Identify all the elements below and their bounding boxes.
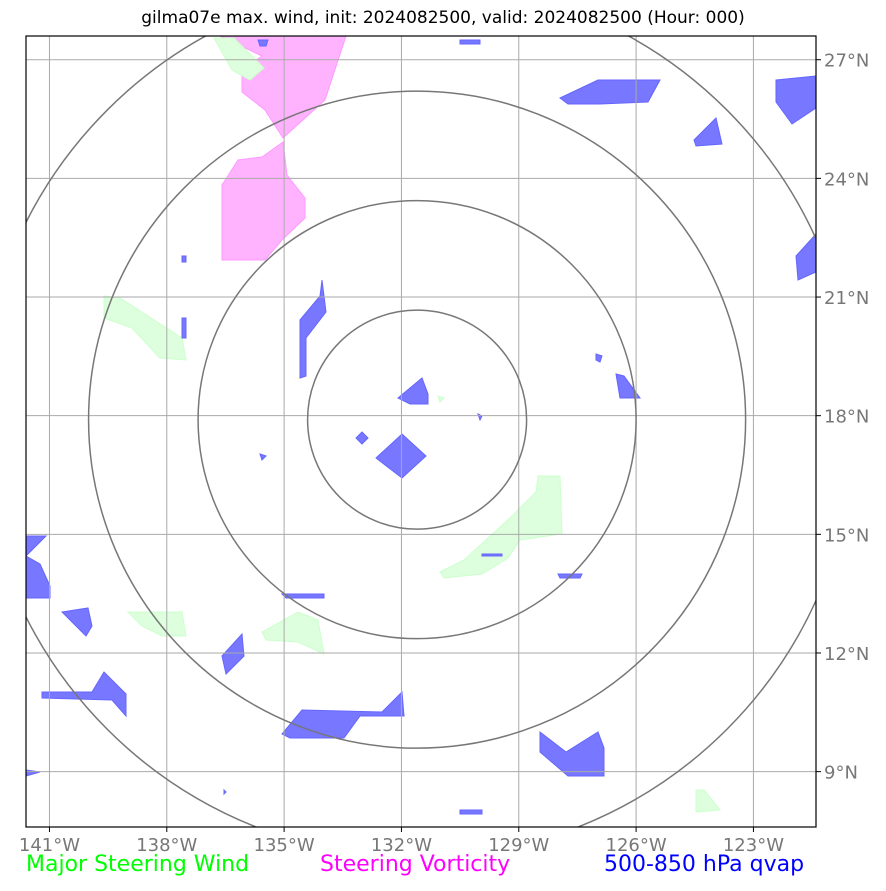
qvap-region-16 bbox=[259, 453, 267, 461]
wind-region-south-east bbox=[695, 789, 721, 813]
lat-tick-label-2: 15°N bbox=[824, 525, 869, 546]
qvap-region-12 bbox=[397, 377, 429, 405]
lat-tick-label-0: 9°N bbox=[824, 763, 858, 784]
range-ring-1 bbox=[306, 309, 528, 530]
range-rings bbox=[26, 36, 816, 827]
lat-tick-label-1: 12°N bbox=[824, 644, 869, 665]
longitude-axis: 141°W 138°W 135°W 132°W 129°W 126°W 123°W bbox=[19, 827, 784, 856]
legend-wind-label: Major Steering Wind bbox=[26, 852, 250, 877]
qvap-region-13 bbox=[477, 413, 483, 422]
wind-region-dot bbox=[437, 395, 445, 403]
lat-tick-label-3: 18°N bbox=[824, 407, 869, 428]
lat-tick-label-6: 27°N bbox=[824, 51, 869, 72]
wind-region-south-mid bbox=[261, 611, 325, 655]
lon-tick-label-4: 129°W bbox=[488, 835, 549, 856]
qvap-region-3 bbox=[559, 79, 661, 105]
wind-field bbox=[103, 37, 721, 813]
graticule bbox=[26, 36, 816, 827]
lat-tick-label-5: 24°N bbox=[824, 169, 869, 190]
qvap-region-14 bbox=[355, 431, 369, 445]
lon-tick-label-5: 126°W bbox=[606, 835, 667, 856]
range-ring-2 bbox=[197, 199, 637, 640]
qvap-region-6 bbox=[795, 233, 816, 281]
latitude-axis: 9°N 12°N 15°N 18°N 21°N 24°N 27°N bbox=[816, 51, 869, 784]
lon-tick-label-6: 123°W bbox=[723, 835, 784, 856]
qvap-region-28 bbox=[459, 809, 483, 815]
qvap-region-22 bbox=[60, 607, 93, 637]
vorticity-region-central bbox=[221, 141, 306, 261]
qvap-region-23 bbox=[221, 632, 245, 675]
qvap-field bbox=[26, 39, 816, 815]
lat-tick-label-4: 21°N bbox=[824, 288, 869, 309]
qvap-region-7 bbox=[181, 255, 187, 263]
lon-tick-label-2: 135°W bbox=[254, 835, 315, 856]
qvap-region-29 bbox=[223, 788, 227, 796]
qvap-region-4 bbox=[775, 75, 816, 125]
qvap-region-1 bbox=[257, 39, 269, 47]
lon-tick-label-3: 132°W bbox=[371, 835, 432, 856]
qvap-region-5 bbox=[693, 117, 723, 147]
legend-vorticity-label: Steering Vorticity bbox=[320, 852, 511, 877]
wind-region-south-west bbox=[126, 611, 187, 637]
map-title: gilma07e max. wind, init: 2024082500, va… bbox=[141, 8, 745, 28]
qvap-region-27 bbox=[26, 769, 41, 777]
wind-region-north bbox=[213, 37, 265, 81]
qvap-region-21 bbox=[280, 593, 325, 599]
qvap-region-26 bbox=[539, 730, 605, 777]
qvap-region-18 bbox=[26, 555, 51, 599]
legend-qvap-label: 500-850 hPa qvap bbox=[604, 852, 805, 877]
qvap-region-9 bbox=[181, 317, 187, 339]
qvap-region-10 bbox=[595, 353, 603, 363]
qvap-region-2 bbox=[459, 39, 481, 45]
qvap-region-25 bbox=[281, 690, 405, 739]
plot-frame bbox=[25, 35, 817, 828]
lon-tick-label-0: 141°W bbox=[19, 835, 80, 856]
qvap-region-24 bbox=[41, 671, 127, 718]
range-ring-3 bbox=[87, 90, 747, 749]
qvap-region-8 bbox=[299, 279, 327, 379]
wind-region-west bbox=[103, 295, 187, 361]
range-ring-4 bbox=[26, 36, 816, 827]
qvap-region-20 bbox=[481, 553, 503, 557]
lon-tick-label-1: 138°W bbox=[136, 835, 197, 856]
wind-region-east bbox=[439, 475, 563, 579]
qvap-region-17 bbox=[26, 535, 48, 557]
